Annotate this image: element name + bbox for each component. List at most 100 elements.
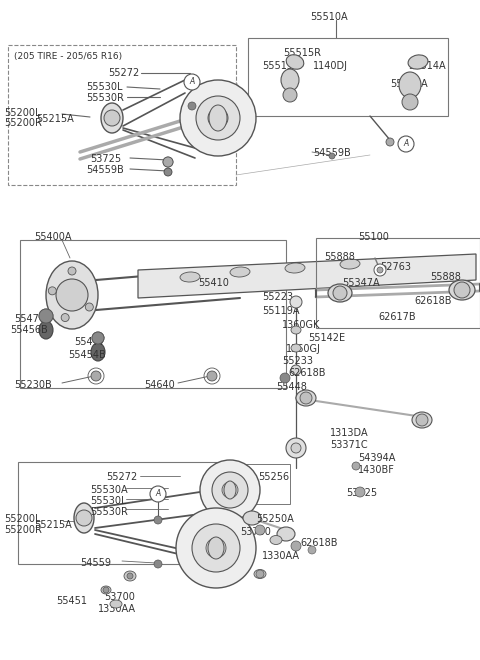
Bar [8, 45, 236, 185]
Circle shape [208, 108, 228, 128]
Text: A: A [190, 77, 194, 86]
Text: 55230B: 55230B [14, 380, 52, 390]
Circle shape [212, 472, 248, 508]
Circle shape [291, 541, 301, 551]
Ellipse shape [296, 390, 316, 406]
Text: 55410: 55410 [198, 278, 229, 288]
Ellipse shape [291, 344, 301, 352]
Circle shape [180, 80, 256, 156]
Text: 62617B: 62617B [378, 312, 416, 322]
Ellipse shape [224, 481, 236, 499]
Circle shape [398, 136, 414, 152]
Text: 55530L: 55530L [90, 496, 127, 506]
Circle shape [127, 573, 133, 579]
Circle shape [92, 332, 104, 344]
Text: 54394A: 54394A [358, 453, 396, 463]
Circle shape [76, 510, 92, 526]
Text: 55119A: 55119A [262, 306, 300, 316]
Circle shape [256, 570, 264, 578]
Circle shape [154, 516, 162, 524]
Text: (205 TIRE - 205/65 R16): (205 TIRE - 205/65 R16) [14, 52, 122, 61]
Text: 55200L: 55200L [4, 514, 40, 524]
Text: 1140DJ: 1140DJ [313, 61, 348, 71]
Ellipse shape [254, 570, 266, 579]
Circle shape [196, 96, 240, 140]
Text: 52763: 52763 [380, 262, 411, 272]
Bar [248, 38, 448, 116]
Circle shape [200, 460, 260, 520]
Text: 55200R: 55200R [4, 118, 42, 128]
Text: 55100: 55100 [358, 232, 389, 242]
Ellipse shape [46, 261, 98, 329]
Circle shape [291, 365, 301, 375]
Text: 54559B: 54559B [313, 148, 351, 158]
Circle shape [103, 587, 109, 593]
Ellipse shape [91, 343, 105, 361]
Ellipse shape [285, 263, 305, 273]
Circle shape [386, 138, 394, 146]
Ellipse shape [328, 284, 352, 302]
Text: 62618B: 62618B [288, 368, 325, 378]
Text: 62618B: 62618B [414, 296, 452, 306]
Text: 1360GK: 1360GK [282, 320, 320, 330]
Bar [18, 462, 234, 564]
Text: 55142E: 55142E [308, 333, 345, 343]
Ellipse shape [101, 103, 123, 133]
Circle shape [150, 486, 166, 502]
Circle shape [68, 267, 76, 275]
Text: 55250A: 55250A [256, 514, 294, 524]
Text: 1313DA: 1313DA [330, 428, 369, 438]
Text: 55200L: 55200L [4, 108, 40, 118]
Ellipse shape [286, 55, 304, 69]
Text: 54640: 54640 [144, 380, 175, 390]
Circle shape [329, 153, 335, 159]
Circle shape [184, 74, 200, 90]
Text: 55456B: 55456B [10, 325, 48, 335]
Circle shape [290, 296, 302, 308]
Ellipse shape [408, 55, 428, 69]
Circle shape [280, 373, 290, 383]
Circle shape [355, 487, 365, 497]
Text: 53700: 53700 [240, 527, 271, 537]
Circle shape [61, 314, 69, 321]
Text: 55233: 55233 [282, 356, 313, 366]
Circle shape [255, 525, 265, 535]
Ellipse shape [74, 503, 94, 533]
Ellipse shape [281, 69, 299, 91]
Ellipse shape [209, 105, 227, 131]
Circle shape [416, 414, 428, 426]
Ellipse shape [208, 537, 224, 559]
Text: A: A [403, 139, 408, 148]
Text: 55530R: 55530R [86, 93, 124, 103]
Ellipse shape [277, 527, 295, 541]
Circle shape [206, 538, 226, 558]
Text: 1330AA: 1330AA [262, 551, 300, 561]
Circle shape [163, 157, 173, 167]
Ellipse shape [230, 267, 250, 277]
Circle shape [352, 462, 360, 470]
Text: 55451: 55451 [56, 596, 87, 606]
Ellipse shape [412, 412, 432, 428]
Text: A: A [156, 490, 161, 498]
Text: 1360GJ: 1360GJ [286, 344, 321, 354]
Text: 53371C: 53371C [330, 440, 368, 450]
Text: 55448: 55448 [276, 382, 307, 392]
Text: 55515R: 55515R [283, 48, 321, 58]
Circle shape [300, 392, 312, 404]
Text: 55215A: 55215A [34, 520, 72, 530]
Circle shape [308, 546, 316, 554]
Ellipse shape [270, 535, 282, 544]
Text: 55477: 55477 [14, 314, 45, 324]
Ellipse shape [124, 571, 136, 581]
Circle shape [374, 264, 386, 276]
Text: 55888: 55888 [430, 272, 461, 282]
Ellipse shape [449, 280, 475, 300]
Circle shape [104, 110, 120, 126]
Text: 53725: 53725 [346, 488, 377, 498]
Circle shape [333, 286, 347, 300]
Text: 1330AA: 1330AA [98, 604, 136, 614]
Text: 55530L: 55530L [86, 82, 122, 92]
Circle shape [39, 309, 53, 323]
Text: 1430BF: 1430BF [358, 465, 395, 475]
Ellipse shape [110, 600, 122, 608]
